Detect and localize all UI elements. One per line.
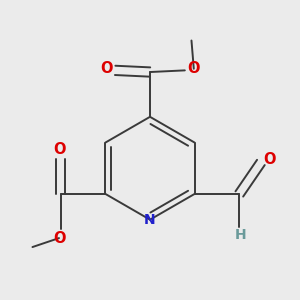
Text: O: O — [263, 152, 275, 166]
Text: O: O — [100, 61, 112, 76]
Text: N: N — [144, 213, 156, 227]
Text: H: H — [235, 228, 247, 242]
Text: O: O — [53, 231, 65, 246]
Text: O: O — [188, 61, 200, 76]
Text: O: O — [53, 142, 65, 157]
